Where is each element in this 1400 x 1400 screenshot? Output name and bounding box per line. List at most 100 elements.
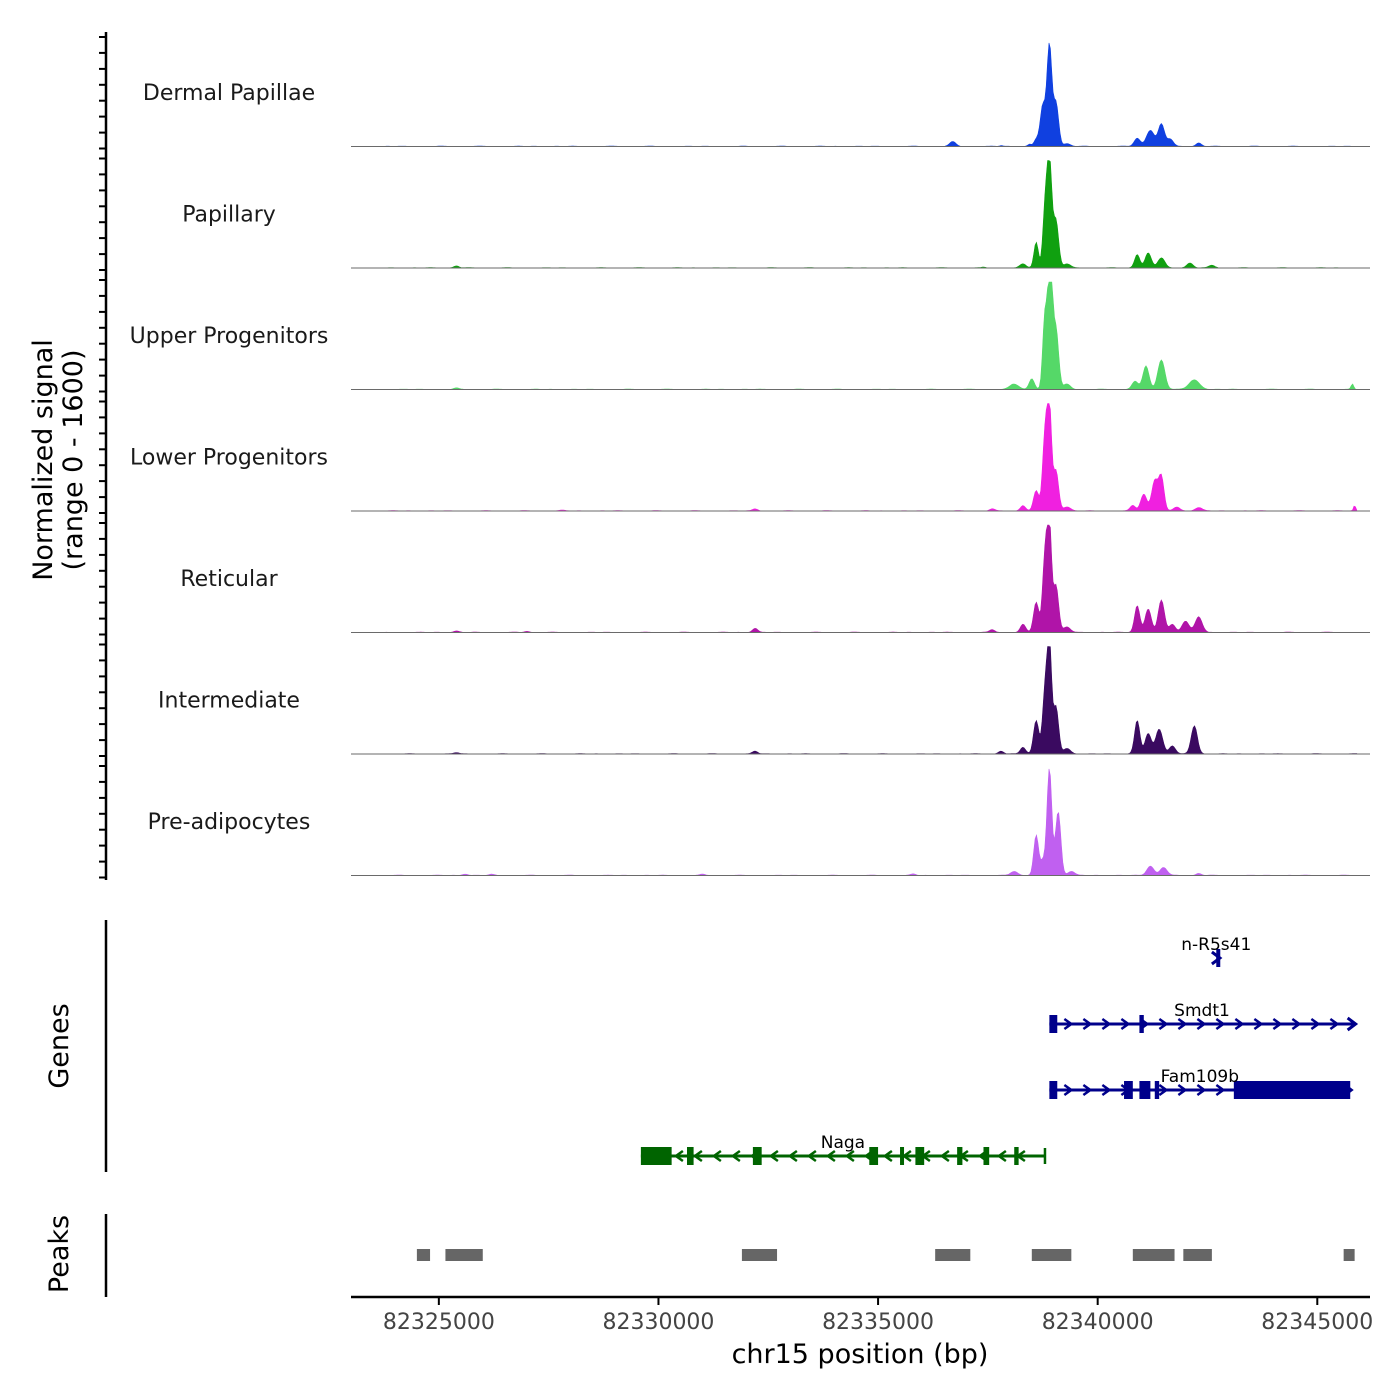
peak-region xyxy=(1031,1249,1072,1261)
coverage-track: Papillary xyxy=(182,160,1370,269)
coverage-track: Upper Progenitors xyxy=(130,281,1370,390)
track-label: Dermal Papillae xyxy=(143,81,315,106)
gene-exon xyxy=(869,1147,879,1165)
genes-track-label: Genes xyxy=(44,1003,75,1088)
x-tick-label: 82325000 xyxy=(383,1310,495,1335)
coverage-area xyxy=(385,281,1357,390)
gene-model: Fam109b xyxy=(1049,1067,1354,1099)
coverage-area xyxy=(385,403,1358,512)
strand-arrow xyxy=(844,1149,855,1163)
strand-arrow xyxy=(1158,1083,1169,1097)
strand-arrow xyxy=(825,1149,836,1163)
strand-arrow xyxy=(1101,1017,1112,1031)
strand-arrow xyxy=(692,1149,703,1163)
strand-arrow xyxy=(1158,1017,1169,1031)
x-axis-ticks: 82325000 82330000 82335000 82340000 82345000 xyxy=(383,1297,1373,1335)
gene-exon xyxy=(1049,1081,1058,1099)
gene-label: Smdt1 xyxy=(1174,1001,1230,1021)
coverage-area xyxy=(385,42,1357,147)
gene-exon xyxy=(687,1147,694,1165)
gene-utr-block xyxy=(640,1147,672,1165)
coverage-track: Dermal Papillae xyxy=(143,42,1370,147)
strand-arrow xyxy=(1310,1017,1321,1031)
y-axis-ticks xyxy=(99,36,106,879)
strand-arrow xyxy=(1196,1017,1207,1031)
gene-annotation-track: n-R5s41 Smdt1 Fam109b Naga xyxy=(640,935,1359,1165)
gene-end-arrow xyxy=(1346,1016,1359,1032)
x-tick-label: 82345000 xyxy=(1261,1310,1373,1335)
strand-arrow xyxy=(1215,1017,1226,1031)
strand-arrow xyxy=(1177,1017,1188,1031)
coverage-track: Lower Progenitors xyxy=(130,403,1370,512)
track-label: Papillary xyxy=(182,203,276,228)
strand-arrow xyxy=(806,1149,817,1163)
gene-exon xyxy=(1154,1081,1160,1099)
gene-utr-block xyxy=(1233,1081,1351,1099)
strand-arrow xyxy=(1196,1083,1207,1097)
strand-arrow xyxy=(1329,1017,1340,1031)
gene-model: Smdt1 xyxy=(1049,1001,1359,1033)
strand-arrow xyxy=(1101,1083,1112,1097)
y-axis-title: Normalized signal xyxy=(28,339,59,581)
strand-arrow xyxy=(939,1149,950,1163)
strand-arrow xyxy=(1120,1017,1131,1031)
gene-exon xyxy=(900,1147,905,1165)
peak-region xyxy=(1132,1249,1175,1261)
coverage-track: Pre-adipocytes xyxy=(148,768,1370,876)
gene-exon xyxy=(983,1147,990,1165)
peaks-track xyxy=(416,1249,1355,1261)
x-tick-label: 82330000 xyxy=(602,1310,714,1335)
strand-arrow xyxy=(1253,1017,1264,1031)
peak-region xyxy=(741,1249,778,1261)
gene-exon xyxy=(1049,1015,1058,1033)
strand-arrow xyxy=(1291,1017,1302,1031)
x-tick-label: 82340000 xyxy=(1042,1310,1154,1335)
strand-arrow xyxy=(1063,1083,1074,1097)
gene-label: n-R5s41 xyxy=(1181,935,1251,955)
strand-arrow xyxy=(730,1149,741,1163)
strand-arrow xyxy=(996,1149,1007,1163)
gene-model: Naga xyxy=(640,1133,1047,1165)
gene-end-arrow xyxy=(1211,950,1223,966)
x-tick-label: 82335000 xyxy=(822,1310,934,1335)
coverage-area xyxy=(385,524,1358,633)
strand-arrow xyxy=(1063,1017,1074,1031)
gene-end-arrow xyxy=(1342,1082,1354,1098)
coverage-area xyxy=(385,768,1358,876)
strand-arrow xyxy=(1177,1083,1188,1097)
coverage-area xyxy=(385,160,1358,269)
gene-exon xyxy=(1014,1147,1019,1165)
gene-exon xyxy=(752,1147,762,1165)
track-label: Intermediate xyxy=(158,689,300,714)
gene-exon xyxy=(1139,1081,1151,1099)
coverage-tracks: Dermal Papillae Papillary Upper Progenitor… xyxy=(130,42,1370,876)
coverage-track: Intermediate xyxy=(158,646,1370,755)
strand-arrow xyxy=(673,1149,684,1163)
gene-model: n-R5s41 xyxy=(1181,935,1251,967)
coverage-track: Reticular xyxy=(180,524,1370,633)
strand-arrow xyxy=(711,1149,722,1163)
peak-region xyxy=(445,1249,483,1261)
x-axis-title: chr15 position (bp) xyxy=(732,1339,989,1370)
strand-arrow xyxy=(882,1149,893,1163)
gene-exon xyxy=(1139,1015,1144,1033)
gene-exon xyxy=(915,1147,925,1165)
strand-arrow xyxy=(787,1149,798,1163)
peak-region xyxy=(1343,1249,1355,1261)
strand-arrow xyxy=(1215,1083,1226,1097)
peak-region xyxy=(1183,1249,1212,1261)
strand-arrow xyxy=(768,1149,779,1163)
y-axis-range-label: (range 0 - 1600) xyxy=(58,350,89,571)
axes: 82325000 82330000 82335000 82340000 82345000… xyxy=(28,32,1373,1370)
strand-arrow xyxy=(1082,1083,1093,1097)
peaks-track-label: Peaks xyxy=(44,1215,75,1293)
coverage-area xyxy=(385,646,1358,755)
track-label: Upper Progenitors xyxy=(130,324,329,349)
peak-region xyxy=(935,1249,971,1261)
track-label: Reticular xyxy=(180,567,278,592)
gene-label: Naga xyxy=(821,1133,865,1153)
peak-region xyxy=(416,1249,431,1261)
gene-label: Fam109b xyxy=(1161,1067,1239,1087)
strand-arrow xyxy=(1082,1017,1093,1031)
